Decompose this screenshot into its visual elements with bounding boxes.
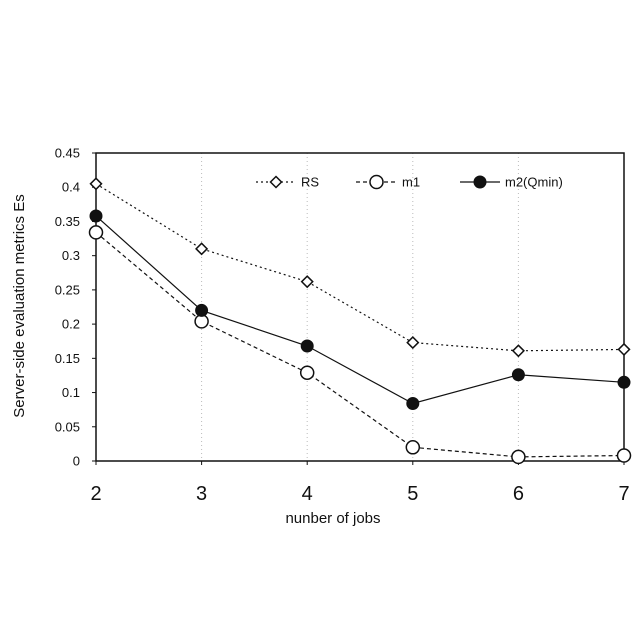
y-tick-label: 0.25 <box>55 282 80 297</box>
legend-label: m1 <box>402 175 420 190</box>
y-tick-label: 0.3 <box>62 248 80 263</box>
data-point <box>618 449 631 462</box>
y-tick-label: 0.05 <box>55 419 80 434</box>
legend-label: m2(Qmin) <box>505 175 563 190</box>
legend: RS m1 m2(Qmin) <box>256 175 563 190</box>
data-point <box>90 226 103 239</box>
y-axis-label: Server-side evaluation metrics Es <box>11 194 28 417</box>
legend-label: RS <box>301 175 319 190</box>
x-tick-label: 7 <box>618 483 629 505</box>
x-tick-label: 6 <box>513 483 524 505</box>
data-point <box>196 304 208 316</box>
data-point <box>618 376 630 388</box>
data-point <box>407 398 419 410</box>
data-point <box>512 369 524 381</box>
y-tick-label: 0.35 <box>55 214 80 229</box>
x-axis-label: nunber of jobs <box>285 510 380 527</box>
x-tick-label: 4 <box>302 483 313 505</box>
data-point <box>512 450 525 463</box>
x-tick-label: 3 <box>196 483 207 505</box>
y-tick-label: 0.1 <box>62 385 80 400</box>
data-point <box>301 340 313 352</box>
y-tick-label: 0 <box>73 454 80 469</box>
data-point <box>406 441 419 454</box>
legend-marker <box>474 176 486 188</box>
y-tick-label: 0.45 <box>55 146 80 161</box>
legend-marker <box>370 176 383 189</box>
data-point <box>90 210 102 222</box>
y-tick-label: 0.2 <box>62 317 80 332</box>
y-tick-label: 0.15 <box>55 351 80 366</box>
data-point <box>301 366 314 379</box>
y-tick-label: 0.4 <box>62 180 80 195</box>
x-tick-label: 5 <box>407 483 418 505</box>
x-tick-label: 2 <box>90 483 101 505</box>
